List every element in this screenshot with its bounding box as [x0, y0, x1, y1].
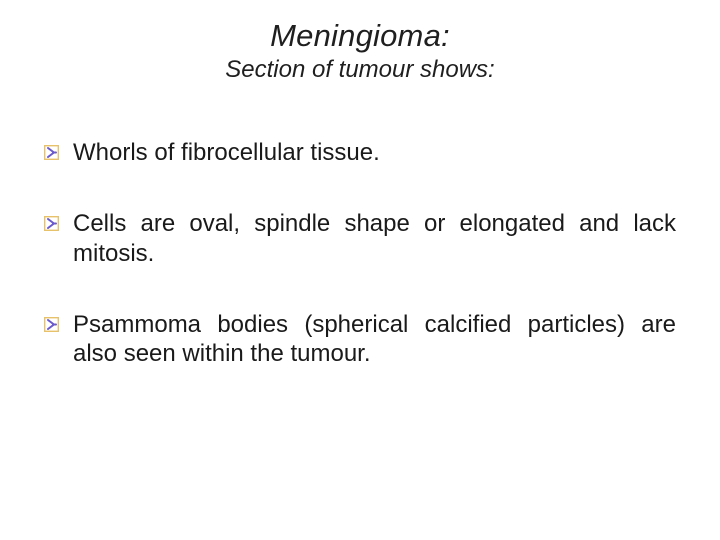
- slide-title: Meningioma:: [0, 18, 720, 54]
- heading-block: Meningioma: Section of tumour shows:: [0, 0, 720, 84]
- list-item: Psammoma bodies (spherical calcified par…: [44, 310, 676, 369]
- list-item-text: Psammoma bodies (spherical calcified par…: [73, 310, 676, 369]
- list-item: Cells are oval, spindle shape or elongat…: [44, 209, 676, 268]
- bullet-icon: [44, 145, 59, 160]
- slide-subtitle: Section of tumour shows:: [0, 56, 720, 85]
- list-item: Whorls of fibrocellular tissue.: [44, 138, 676, 167]
- bullet-icon: [44, 216, 59, 231]
- slide: Meningioma: Section of tumour shows: Who…: [0, 0, 720, 540]
- list-item-text: Whorls of fibrocellular tissue.: [73, 138, 380, 167]
- list-item-text: Cells are oval, spindle shape or elongat…: [73, 209, 676, 268]
- body-content: Whorls of fibrocellular tissue. Cells ar…: [44, 138, 676, 410]
- bullet-icon: [44, 317, 59, 332]
